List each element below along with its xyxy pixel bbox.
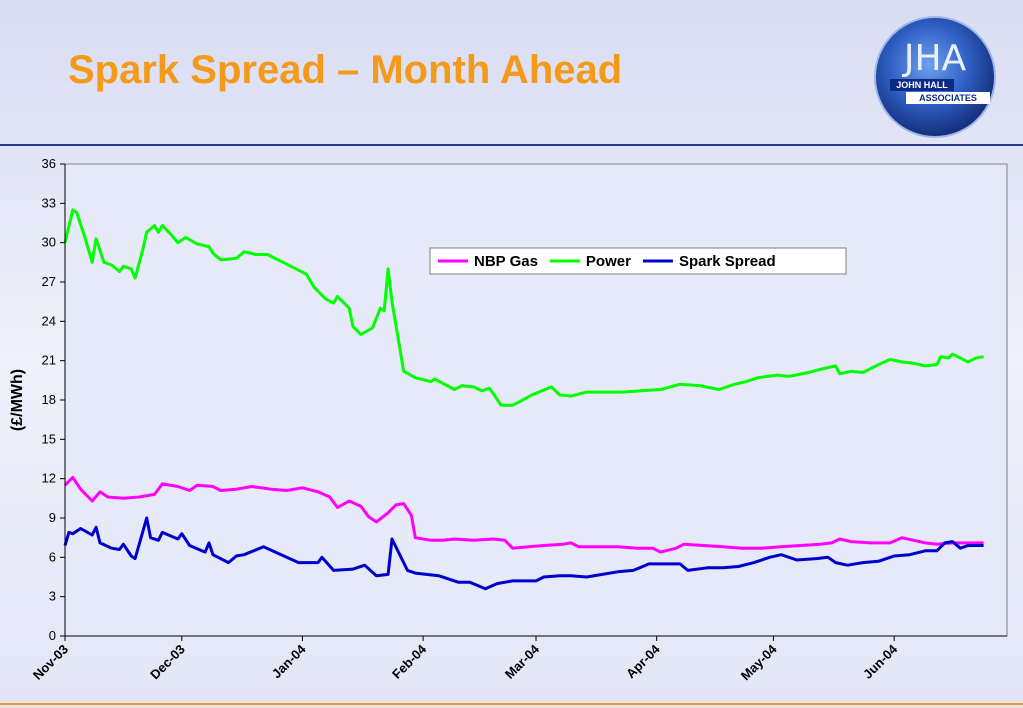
- x-tick-label: May-04: [738, 641, 780, 683]
- legend-label: Power: [586, 253, 631, 270]
- y-tick-label: 33: [42, 195, 56, 210]
- series-line-spark-spread: [63, 516, 984, 591]
- y-tick-label: 15: [42, 431, 56, 446]
- x-tick-label: Mar-04: [502, 641, 543, 682]
- x-tick-label: Jan-04: [269, 641, 309, 681]
- legend-box: [429, 247, 847, 275]
- x-tick-label: Jun-04: [860, 641, 901, 682]
- company-logo: JHA JOHN HALL ASSOCIATES: [874, 16, 996, 138]
- series-line-nbp-gas: [63, 475, 984, 554]
- x-tick-label: Dec-03: [147, 642, 188, 683]
- logo-monogram: JHA: [902, 38, 967, 79]
- slide-title: Spark Spread – Month Ahead: [68, 48, 623, 92]
- title-divider: [0, 144, 1023, 146]
- y-tick-label: 9: [49, 510, 56, 525]
- y-tick-label: 21: [42, 353, 56, 368]
- y-tick-label: 27: [42, 274, 56, 289]
- series-line-power: [63, 208, 984, 407]
- y-axis-label: (£/MWh): [9, 369, 26, 431]
- footer-divider: [0, 703, 1023, 705]
- plot-area: [64, 163, 1008, 637]
- y-tick-label: 12: [42, 471, 56, 486]
- y-tick-label: 24: [42, 313, 56, 328]
- logo-line-john-hall: JOHN HALL: [896, 80, 948, 90]
- x-tick-label: Feb-04: [389, 641, 430, 682]
- legend-label: NBP Gas: [474, 253, 538, 270]
- y-tick-label: 3: [49, 589, 56, 604]
- y-tick-label: 36: [42, 156, 56, 171]
- legend: NBP Gas Power Spark Spread: [429, 247, 847, 275]
- logo-line-associates: ASSOCIATES: [919, 93, 977, 103]
- legend-label: Spark Spread: [679, 253, 776, 270]
- y-tick-label: 18: [42, 392, 56, 407]
- y-tick-label: 6: [49, 549, 56, 564]
- y-tick-label: 30: [42, 235, 56, 250]
- x-tick-label: Apr-04: [623, 641, 663, 681]
- x-tick-label: Nov-03: [30, 642, 71, 683]
- y-tick-label: 0: [49, 628, 56, 643]
